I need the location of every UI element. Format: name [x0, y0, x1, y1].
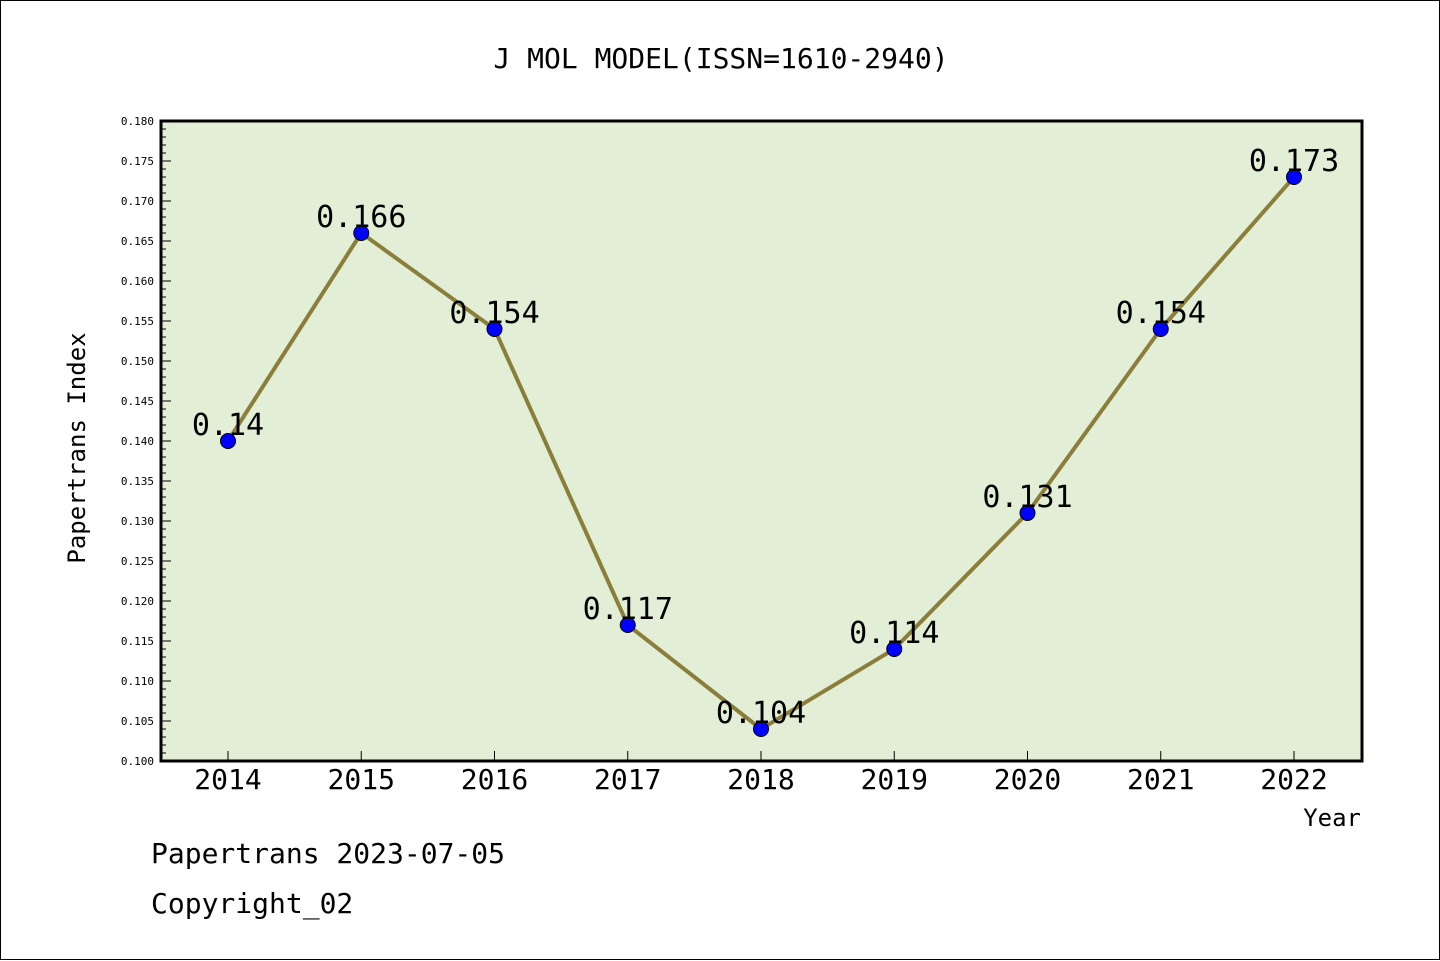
y-tick-label: 0.165: [121, 235, 154, 248]
x-tick-label: 2021: [1127, 763, 1194, 796]
y-tick-label: 0.140: [121, 435, 154, 448]
y-tick-label: 0.145: [121, 395, 154, 408]
data-label: 0.104: [716, 696, 806, 731]
y-tick-label: 0.150: [121, 355, 154, 368]
data-point: [1286, 169, 1302, 185]
x-tick-label: 2017: [594, 763, 661, 796]
data-point: [1019, 505, 1036, 521]
y-tick-label: 0.105: [121, 715, 154, 728]
y-axis-label: Papertrans Index: [63, 332, 91, 563]
data-label: 0.14: [192, 408, 264, 443]
y-tick-label: 0.130: [121, 515, 154, 528]
data-label: 0.114: [849, 616, 939, 651]
x-tick-label: 2018: [727, 763, 794, 796]
data-point: [753, 721, 769, 737]
y-tick-label: 0.125: [121, 555, 154, 568]
y-tick-label: 0.170: [121, 195, 154, 208]
y-tick-label: 0.100: [121, 755, 154, 768]
x-tick-label: 2022: [1260, 763, 1327, 796]
y-tick-label: 0.155: [121, 315, 154, 328]
chart-title: J MOL MODEL(ISSN=1610-2940): [493, 42, 948, 75]
x-tick-label: 2016: [461, 763, 528, 796]
data-label: 0.166: [316, 200, 406, 235]
series-papertrans-index: [220, 169, 1302, 737]
data-point: [353, 225, 370, 241]
data-point: [486, 321, 503, 337]
y-tick-label: 0.180: [121, 115, 154, 128]
data-point: [220, 433, 236, 449]
y-tick-label: 0.160: [121, 275, 154, 288]
x-axis-label: Year: [1303, 804, 1361, 832]
data-point: [886, 641, 903, 657]
data-labels: 0.14 0.166 0.154 0.117 0.104 0.114 0.131 0.154 0…: [192, 144, 1339, 731]
x-axis: 2014 2015 2016 2017 2018 2019 2020 2021 2022: [194, 751, 1328, 796]
y-tick-label: 0.175: [121, 155, 154, 168]
x-tick-label: 2020: [994, 763, 1061, 796]
footer-copyright: Copyright_02: [151, 887, 354, 920]
y-tick-label: 0.135: [121, 475, 154, 488]
data-point: [1152, 321, 1169, 337]
y-tick-label: 0.115: [121, 635, 154, 648]
data-label: 0.154: [1116, 296, 1206, 331]
y-axis: 0.100 0.105 0.110 0.115 0.120 0.125 0.130 0.135…: [121, 115, 171, 768]
data-label: 0.173: [1249, 144, 1339, 179]
data-point: [619, 617, 636, 633]
x-tick-label: 2014: [194, 763, 261, 796]
data-label: 0.131: [982, 480, 1072, 515]
footer-date: Papertrans 2023-07-05: [151, 837, 506, 870]
y-tick-label: 0.110: [121, 675, 154, 688]
data-label: 0.154: [449, 296, 539, 331]
y-tick-label: 0.120: [121, 595, 154, 608]
x-tick-label: 2015: [328, 763, 395, 796]
x-tick-label: 2019: [861, 763, 928, 796]
data-label: 0.117: [583, 592, 673, 627]
